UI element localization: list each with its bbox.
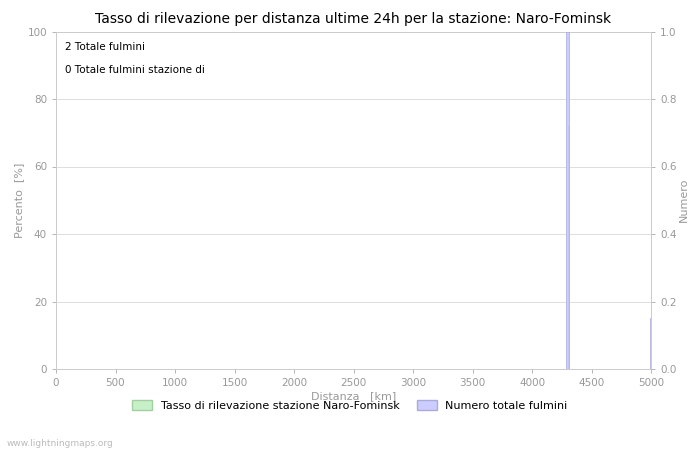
X-axis label: Distanza   [km]: Distanza [km] [311,391,396,401]
Text: www.lightningmaps.org: www.lightningmaps.org [7,439,113,448]
Bar [650,319,652,369]
Text: 2 Totale fulmini: 2 Totale fulmini [65,42,145,52]
Title: Tasso di rilevazione per distanza ultime 24h per la stazione: Naro-Fominsk: Tasso di rilevazione per distanza ultime… [95,12,612,26]
Y-axis label: Numero: Numero [679,178,690,222]
Y-axis label: Percento  [%]: Percento [%] [15,162,24,238]
Legend: Tasso di rilevazione stazione Naro-Fominsk, Numero totale fulmini: Tasso di rilevazione stazione Naro-Fomin… [128,396,572,415]
Text: 0 Totale fulmini stazione di: 0 Totale fulmini stazione di [65,65,205,75]
Bar [566,32,569,369]
